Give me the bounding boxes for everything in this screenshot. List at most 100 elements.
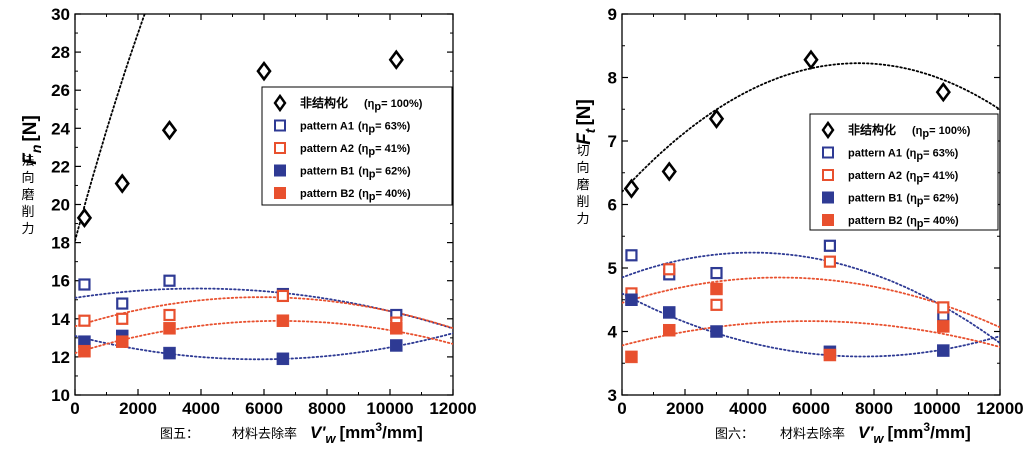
fit-curve-series-5 [622,320,1000,348]
legend-marker-diamond [273,93,287,113]
x-tick-label: 6000 [792,399,830,418]
y-axis-label: Fn [N] [20,115,44,165]
legend-label-sub: p [369,169,376,181]
y-axis-symbol: F [20,152,41,165]
y-axis-label-cn-char: 力 [21,222,34,237]
legend-label-eta: (η [906,148,917,160]
x-tick-label: 0 [70,399,79,418]
y-tick-label: 3 [608,386,617,405]
legend-label-main: pattern B2 [300,188,354,200]
y-tick-label: 14 [51,310,70,329]
data-point-series-2 [163,274,176,287]
y-tick-label: 30 [51,5,70,24]
y-tick-label: 12 [51,348,70,367]
y-tick-label: 26 [51,81,70,100]
legend-label-eta: (η [358,121,369,133]
legend-label-sub: p [916,173,923,185]
legend-marker-filled-square [274,164,286,177]
data-point-series-1 [623,178,640,199]
legend-label-main: 非结构化 [300,95,348,110]
data-point-series-5 [710,282,723,296]
legend-label-tail: = 63%) [923,148,958,160]
y-tick-label: 16 [51,272,70,291]
data-point-series-5 [276,314,290,327]
data-point-series-3 [276,289,289,303]
legend-label-tail: = 62%) [376,166,411,178]
data-point-series-1 [161,120,178,141]
data-point-series-4 [163,346,176,360]
legend-label-sub: p [916,151,923,163]
legend-label-tail: = 63%) [375,121,410,133]
x-tick-label: 8000 [308,399,346,418]
data-point-series-5 [823,348,837,362]
data-point-series-4 [663,306,676,319]
y-tick-label: 22 [51,157,70,176]
legend-label-tail: = 40%) [924,215,959,227]
legend-label-main: pattern A1 [300,121,354,133]
data-point-series-3 [937,301,950,314]
legend-label: pattern B2 (ηp= 40%) [848,215,959,230]
y-tick-label: 10 [51,386,70,405]
legend-label-main: pattern A2 [300,143,354,155]
data-point-series-1 [76,207,93,229]
legend-label-tail: = 41%) [923,170,958,182]
legend-marker-filled-square [274,187,286,199]
legend-label: pattern A1 (ηp= 63%) [300,121,411,136]
y-axis-label-cn-char: 磨 [21,188,34,203]
x-axis-label: V'w [mm3/mm] [858,420,971,446]
y-axis-label: Ft [N] [574,99,598,145]
y-axis-label-cn-char: 磨 [576,178,589,193]
y-axis-label-cn-char: 法 [21,154,34,169]
legend-label-tail: = 40%) [376,188,411,200]
legend-label-sub: p [917,196,924,208]
legend-marker-filled-square [822,214,834,226]
data-point-series-2 [625,249,638,262]
legend-label-main: pattern A1 [848,148,902,160]
data-point-series-3 [116,312,129,325]
legend-label-sub: p [368,146,375,158]
x-axis-label-cn: 材料去除率 [780,426,845,442]
x-tick-label: 8000 [855,399,893,418]
legend-marker-open-square [822,146,834,159]
legend-label-eta: (η [906,170,917,182]
data-point-series-3 [78,314,91,327]
data-point-series-1 [114,173,130,194]
legend-label: pattern A2 (ηp= 41%) [300,143,411,158]
data-point-series-4 [710,325,723,338]
x-tick-label: 2000 [119,399,157,418]
legend: 非结构化 (ηp= 100%)pattern A1 (ηp= 63%)pattern… [809,113,999,231]
legend-label: pattern B1 (ηp= 62%) [848,193,959,208]
legend-label-tail: = 41%) [375,143,410,155]
x-tick-label: 6000 [245,399,283,418]
legend-label-main: pattern B2 [848,215,902,227]
x-tick-label: 4000 [182,399,220,418]
legend-marker-open-square [274,142,286,154]
y-axis-label-cn-char: 向 [576,160,589,176]
x-tick-label: 2000 [666,399,704,418]
chart-1: 0 2000 4000 6000 8000 10000 12000 10 12 14 16 18 20 2… [20,5,477,446]
y-axis-label-cn-char: 向 [21,170,34,186]
legend-label: pattern A1 (ηp= 63%) [848,148,959,163]
data-point-series-2 [116,297,129,310]
data-point-series-1 [661,161,677,182]
legend-label-sub: p [368,124,375,136]
legend-label-tail: = 100%) [929,125,971,137]
legend-label-sub: p [917,218,924,230]
x-tick-label: 10000 [366,399,413,418]
y-tick-label: 9 [608,5,617,24]
fit-curve-series-4 [622,292,1000,358]
data-point-series-5 [390,322,403,335]
legend-marker-open-square [822,169,834,181]
legend-label-sub: p [369,191,376,203]
legend-label: pattern B1 (ηp= 62%) [300,166,411,181]
y-axis-label-cn-char: 切 [576,144,589,159]
legend-label-eta: (η [358,188,369,200]
legend-marker-open-square [274,119,286,132]
legend-label: pattern B2 (ηp= 40%) [300,188,411,203]
data-point-series-4 [625,293,638,306]
y-tick-label: 28 [51,43,70,62]
y-tick-label: 7 [608,132,617,151]
y-tick-label: 20 [51,196,70,215]
